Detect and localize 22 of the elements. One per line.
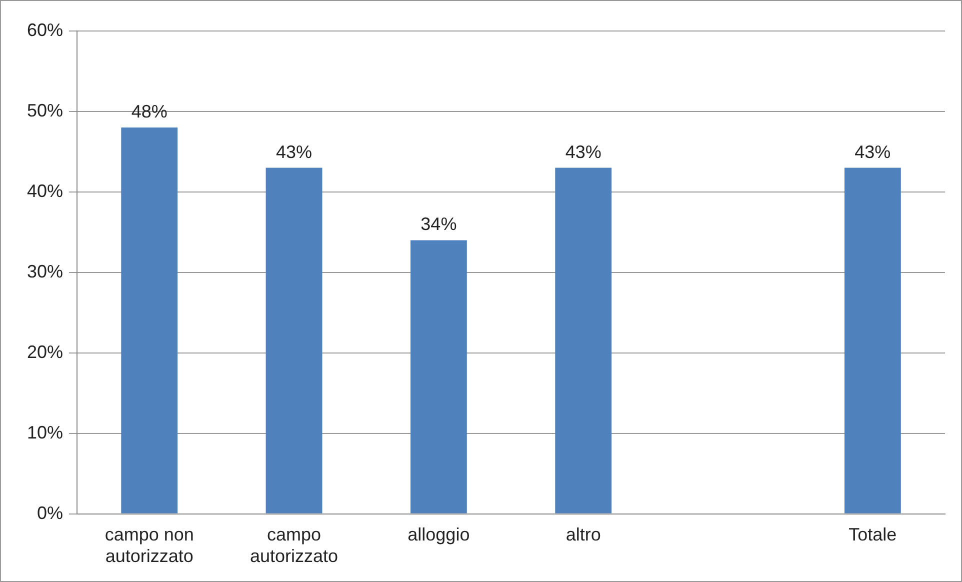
y-tick-label: 0% bbox=[37, 502, 64, 523]
data-label: 43% bbox=[276, 142, 312, 162]
y-tick-label: 10% bbox=[26, 422, 64, 442]
bar bbox=[266, 168, 322, 514]
bar bbox=[844, 168, 901, 514]
x-tick-label: campo non autorizzato bbox=[104, 524, 194, 566]
data-label: 48% bbox=[131, 102, 168, 122]
y-tick-label: 20% bbox=[26, 342, 64, 362]
y-tick-label: 30% bbox=[26, 261, 64, 282]
data-label: 43% bbox=[565, 142, 602, 162]
y-tick-label: 50% bbox=[26, 100, 64, 120]
y-tick-label: 40% bbox=[26, 180, 64, 201]
x-tick-label: Totale bbox=[848, 524, 897, 545]
bar bbox=[121, 128, 178, 514]
data-label: 34% bbox=[420, 214, 457, 234]
x-tick-label: altro bbox=[566, 524, 601, 545]
bar bbox=[410, 240, 467, 514]
x-tick-label: alloggio bbox=[408, 524, 470, 545]
y-tick-label: 60% bbox=[26, 20, 64, 40]
x-tick-label: campo autorizzato bbox=[250, 524, 338, 566]
bar bbox=[555, 168, 612, 514]
data-label: 43% bbox=[854, 142, 891, 162]
